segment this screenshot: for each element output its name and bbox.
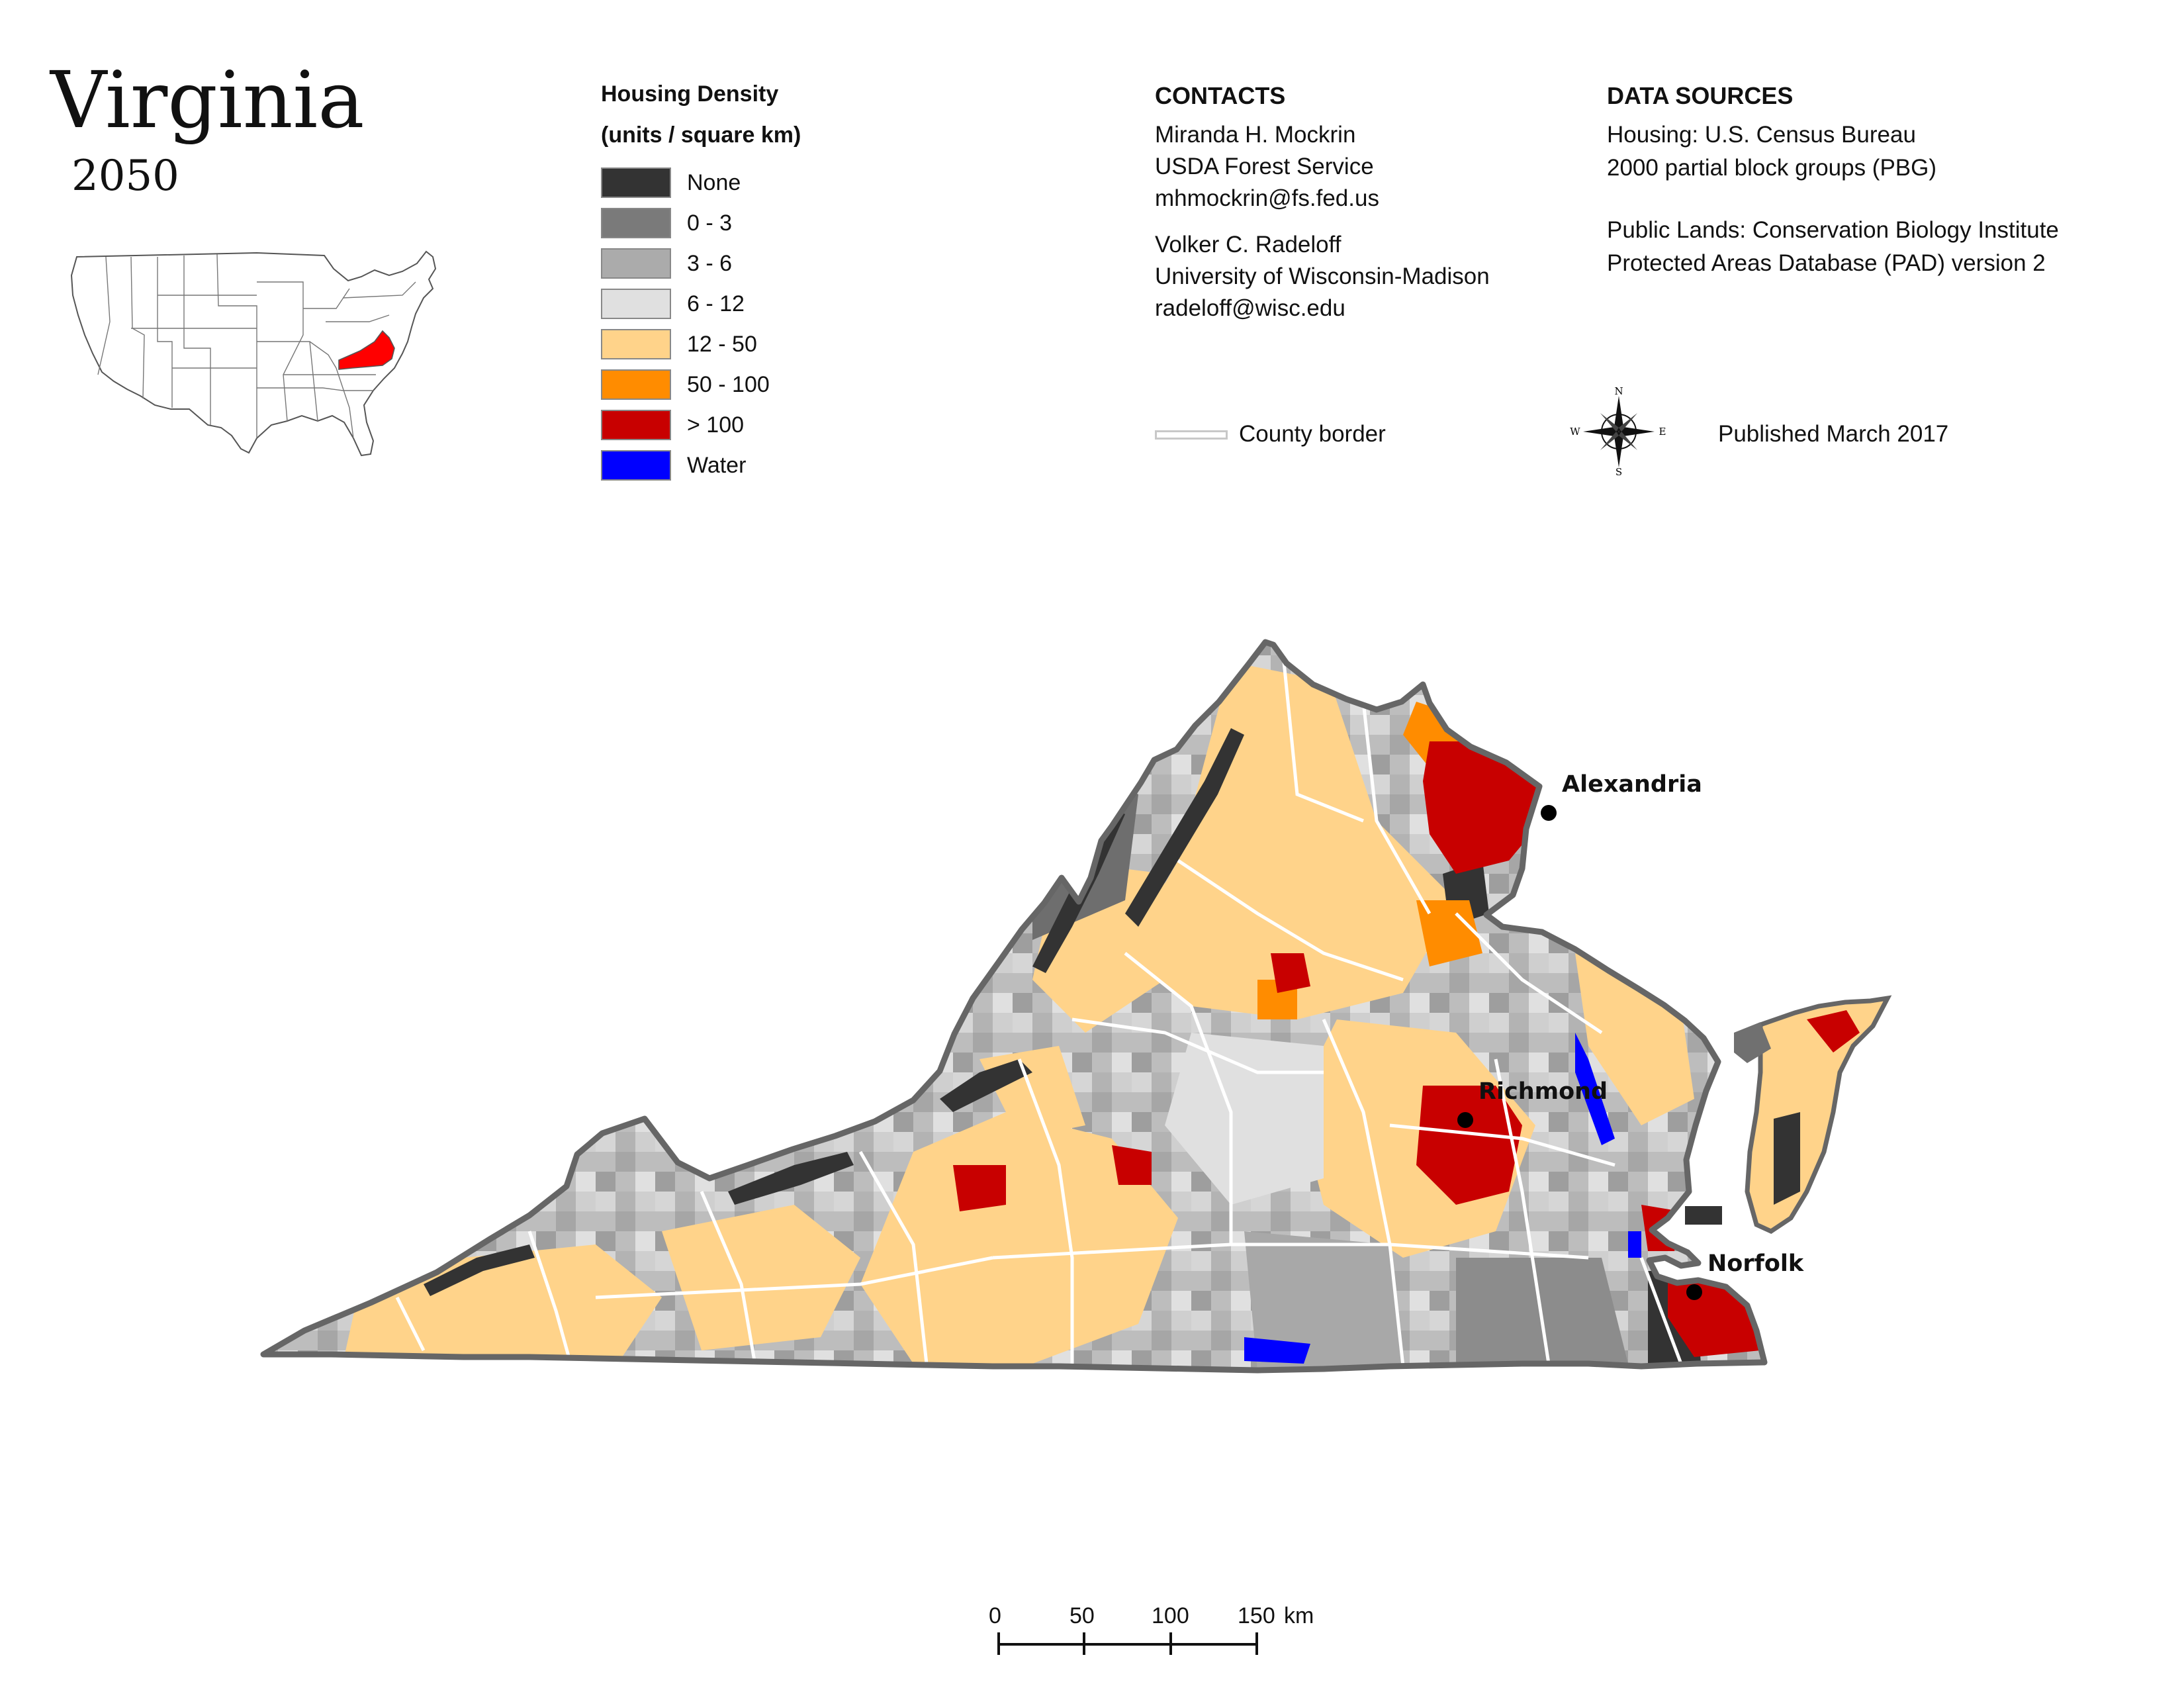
legend-item-over-100: > 100 (601, 409, 744, 441)
city-label-richmond: Richmond (1479, 1078, 1608, 1105)
legend-label: 6 - 12 (687, 291, 745, 316)
eastern-shore-island (1734, 1022, 1771, 1063)
dense-alexandria (1423, 741, 1542, 874)
legend-swatch (601, 208, 671, 238)
legend-title: Housing Density (601, 81, 779, 107)
dense-charlottesville (1271, 953, 1310, 993)
city-marker-richmond (1457, 1112, 1473, 1128)
scale-label-150: 150 (1238, 1603, 1275, 1628)
legend-swatch (601, 329, 671, 359)
legend-swatch (601, 248, 671, 279)
scale-bar-tick (1169, 1632, 1172, 1655)
legend-swatch (601, 450, 671, 481)
data-source-housing-1: Housing: U.S. Census Bureau (1607, 122, 1916, 148)
city-label-alexandria: Alexandria (1562, 771, 1702, 798)
contact-1-org: USDA Forest Service (1155, 154, 1374, 179)
legend-label: None (687, 169, 741, 195)
legend-label: > 100 (687, 412, 745, 438)
us-state-lines (97, 254, 416, 439)
scale-unit: km (1284, 1603, 1314, 1628)
scale-bar-tick (1083, 1632, 1085, 1655)
legend-swatch (601, 167, 671, 198)
compass-n: N (1614, 387, 1623, 397)
compass-s: S (1615, 466, 1622, 477)
data-source-lands-2: Protected Areas Database (PAD) version 2 (1607, 250, 2046, 276)
city-marker-alexandria (1541, 805, 1557, 821)
us-locator-map (70, 250, 437, 457)
legend-swatch (601, 410, 671, 440)
scale-label-100: 100 (1152, 1603, 1189, 1628)
dense-roanoke (953, 1165, 1006, 1211)
city-label-norfolk: Norfolk (1707, 1250, 1804, 1277)
data-source-lands-1: Public Lands: Conservation Biology Insti… (1607, 217, 2059, 243)
legend-label: 0 - 3 (687, 210, 733, 236)
city-marker-norfolk (1686, 1284, 1702, 1300)
scale-label-0: 0 (989, 1603, 1001, 1628)
scale-bar-tick (1255, 1632, 1258, 1655)
bay-bridge-block (1685, 1206, 1722, 1225)
legend-label: 50 - 100 (687, 371, 770, 397)
dense-richmond (1416, 1086, 1522, 1205)
compass-e: E (1659, 426, 1666, 438)
legend-item-water: Water (601, 449, 746, 481)
scale-label-50: 50 (1069, 1603, 1095, 1628)
state-outline (260, 639, 1768, 1374)
scale-bar-tick (997, 1632, 1000, 1655)
contact-2-name: Volker C. Radeloff (1155, 232, 1342, 258)
legend-item-none: None (601, 167, 741, 199)
legend-swatch (601, 369, 671, 400)
county-border-label: County border (1239, 421, 1386, 447)
legend-item-3-6: 3 - 6 (601, 248, 732, 279)
legend-swatch (601, 289, 671, 319)
contact-2-email: radeloff@wisc.edu (1155, 295, 1345, 321)
virginia-highlight (338, 330, 395, 370)
county-borders (395, 661, 1683, 1367)
eastern-shore-dense (1807, 1010, 1860, 1053)
legend-label: Water (687, 452, 747, 478)
map-title: Virginia (50, 54, 365, 146)
data-sources-heading: DATA SOURCES (1607, 82, 1794, 109)
eastern-shore-none (1774, 1112, 1800, 1205)
legend-item-50-100: 50 - 100 (601, 369, 770, 400)
eastern-shore (1745, 995, 1892, 1234)
legend-label: 12 - 50 (687, 331, 757, 357)
us-outline (70, 250, 437, 457)
legend-subtitle: (units / square km) (601, 122, 801, 148)
contact-2-org: University of Wisconsin-Madison (1155, 263, 1490, 289)
compass-rose-icon: N S W E (1570, 387, 1666, 477)
contact-1-name: Miranda H. Mockrin (1155, 122, 1356, 148)
contact-1-email: mhmockrin@fs.fed.us (1155, 185, 1379, 211)
legend-item-0-3: 0 - 3 (601, 207, 732, 239)
scale-bar-line (998, 1643, 1257, 1646)
map-subtitle: 2050 (71, 152, 179, 201)
legend-label: 3 - 6 (687, 250, 733, 276)
state-fill (263, 642, 1764, 1370)
legend-item-6-12: 6 - 12 (601, 288, 745, 320)
county-border-swatch (1155, 430, 1228, 440)
legend-item-12-50: 12 - 50 (601, 328, 757, 360)
dense-lynchburg (1112, 1145, 1152, 1185)
contacts-heading: CONTACTS (1155, 82, 1286, 109)
data-source-housing-2: 2000 partial block groups (PBG) (1607, 155, 1937, 181)
published-date: Published March 2017 (1718, 421, 1949, 447)
compass-w: W (1570, 426, 1580, 438)
